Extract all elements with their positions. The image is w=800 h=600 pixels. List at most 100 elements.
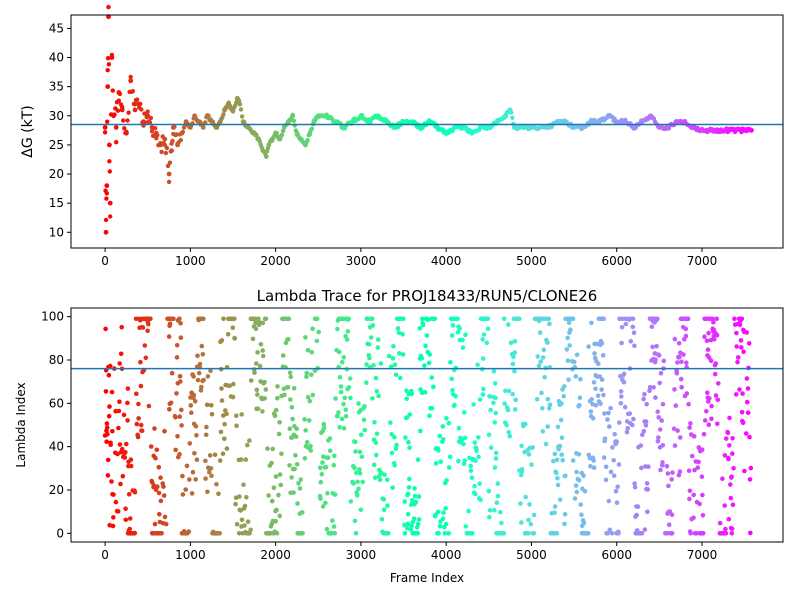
lambda-point	[679, 385, 684, 390]
lambda-point	[116, 425, 121, 431]
lambda-point	[671, 426, 677, 432]
lambda-point	[425, 317, 431, 322]
lambda-point	[396, 330, 402, 336]
lambda-point	[711, 319, 716, 325]
lambda-point	[302, 417, 307, 422]
lambda-point	[606, 498, 612, 504]
lambda-point	[456, 425, 462, 431]
lambda-point	[589, 320, 594, 326]
lambda-point	[744, 330, 749, 335]
lambda-point	[535, 354, 540, 359]
lambda-point	[409, 391, 415, 397]
lambda-point	[398, 375, 403, 381]
lambda-point	[507, 433, 513, 439]
lambda-point	[656, 353, 662, 358]
lambda-point	[676, 472, 682, 478]
lambda-point	[672, 387, 677, 392]
dg-point	[269, 136, 275, 142]
lambda-point	[260, 353, 266, 359]
lambda-point	[254, 392, 260, 397]
lambda-point	[277, 472, 283, 477]
lambda-point	[644, 401, 649, 407]
lambda-point	[234, 521, 240, 527]
lambda-point	[317, 465, 323, 471]
lambda-point	[406, 485, 412, 490]
dg-point	[460, 125, 466, 130]
lambda-point	[545, 340, 550, 345]
lambda-point	[272, 413, 278, 419]
lambda-point	[324, 526, 330, 532]
lambda-point	[608, 469, 614, 475]
lambda-point	[303, 428, 309, 433]
lambda-point	[670, 470, 675, 475]
lambda-point	[338, 389, 344, 395]
lambda-point	[389, 450, 395, 456]
lambda-point	[707, 396, 712, 401]
lambda-point	[737, 387, 742, 392]
lambda-point	[119, 324, 124, 330]
dg-point	[725, 127, 730, 133]
lambda-point	[236, 531, 242, 536]
lambda-point	[198, 388, 204, 393]
lambda-point	[163, 521, 169, 527]
lambda-point	[609, 531, 615, 536]
lambda-point	[234, 423, 239, 429]
dg-point	[179, 130, 185, 136]
lambda-point	[341, 401, 346, 407]
x-tick-label: 4000	[431, 548, 462, 562]
lambda-point	[674, 370, 680, 376]
lambda-point	[442, 531, 448, 536]
lambda-point	[747, 434, 752, 440]
lambda-point	[546, 405, 552, 411]
lambda-point	[145, 328, 150, 334]
lambda-point	[512, 369, 517, 374]
dg-point	[130, 89, 135, 94]
lambda-point	[706, 422, 712, 428]
lambda-point	[495, 493, 501, 499]
lambda-point	[446, 420, 452, 426]
lambda-point	[345, 329, 351, 334]
lambda-point	[591, 465, 597, 471]
dg-point	[298, 136, 304, 142]
lambda-point	[208, 368, 213, 374]
lambda-point	[660, 460, 665, 465]
lambda-point	[353, 439, 358, 445]
lambda-point	[731, 466, 736, 471]
lambda-point	[675, 428, 680, 433]
lambda-point	[559, 452, 564, 458]
y-tick-label: 45	[49, 21, 64, 35]
lambda-point	[545, 396, 551, 402]
lambda-point	[461, 441, 466, 447]
lambda-point	[727, 443, 732, 448]
lambda-point	[377, 477, 383, 483]
lambda-point	[336, 349, 342, 355]
x-tick-label: 0	[101, 548, 109, 562]
lambda-point	[217, 458, 223, 463]
lambda-point	[113, 499, 119, 505]
lambda-point	[572, 359, 577, 365]
lambda-point	[577, 402, 582, 408]
lambda-point	[593, 386, 598, 392]
lambda-point	[341, 355, 347, 360]
lambda-point	[416, 494, 422, 499]
lambda-point	[374, 389, 380, 394]
lambda-point	[351, 481, 356, 486]
lambda-point	[717, 520, 723, 526]
lambda-point	[691, 492, 696, 498]
dg-point	[486, 125, 492, 130]
lambda-point	[403, 435, 408, 440]
lambda-point	[547, 321, 552, 327]
y-tick-label: 35	[49, 80, 64, 94]
lambda-point	[427, 352, 433, 357]
lambda-point	[308, 443, 313, 449]
lambda-point	[715, 421, 720, 427]
lambda-point	[219, 386, 224, 391]
lambda-point	[352, 465, 357, 471]
lambda-point	[528, 521, 534, 527]
lambda-point	[691, 515, 696, 521]
dg-point	[597, 119, 603, 124]
lambda-point	[338, 384, 344, 389]
lambda-point	[607, 424, 612, 429]
lambda-point	[603, 464, 609, 470]
lambda-point	[444, 478, 449, 483]
